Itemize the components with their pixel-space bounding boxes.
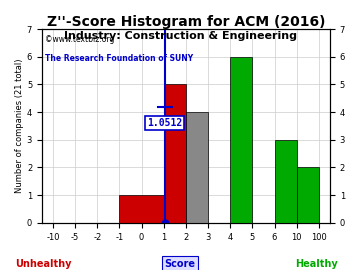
Bar [297,167,319,223]
Text: The Research Foundation of SUNY: The Research Foundation of SUNY [45,54,193,63]
Text: Healthy: Healthy [296,259,338,269]
Bar [186,112,208,223]
Text: Score: Score [165,259,195,269]
Bar [275,140,297,223]
Y-axis label: Number of companies (21 total): Number of companies (21 total) [15,59,24,193]
Text: 1.0512: 1.0512 [147,118,183,128]
Text: Unhealthy: Unhealthy [15,259,71,269]
Bar [230,57,252,223]
Text: ©www.textbiz.org: ©www.textbiz.org [45,35,114,44]
Bar [164,84,186,223]
Bar [120,195,164,223]
Title: Z''-Score Histogram for ACM (2016): Z''-Score Histogram for ACM (2016) [47,15,325,29]
Text: Industry: Construction & Engineering: Industry: Construction & Engineering [63,31,297,41]
